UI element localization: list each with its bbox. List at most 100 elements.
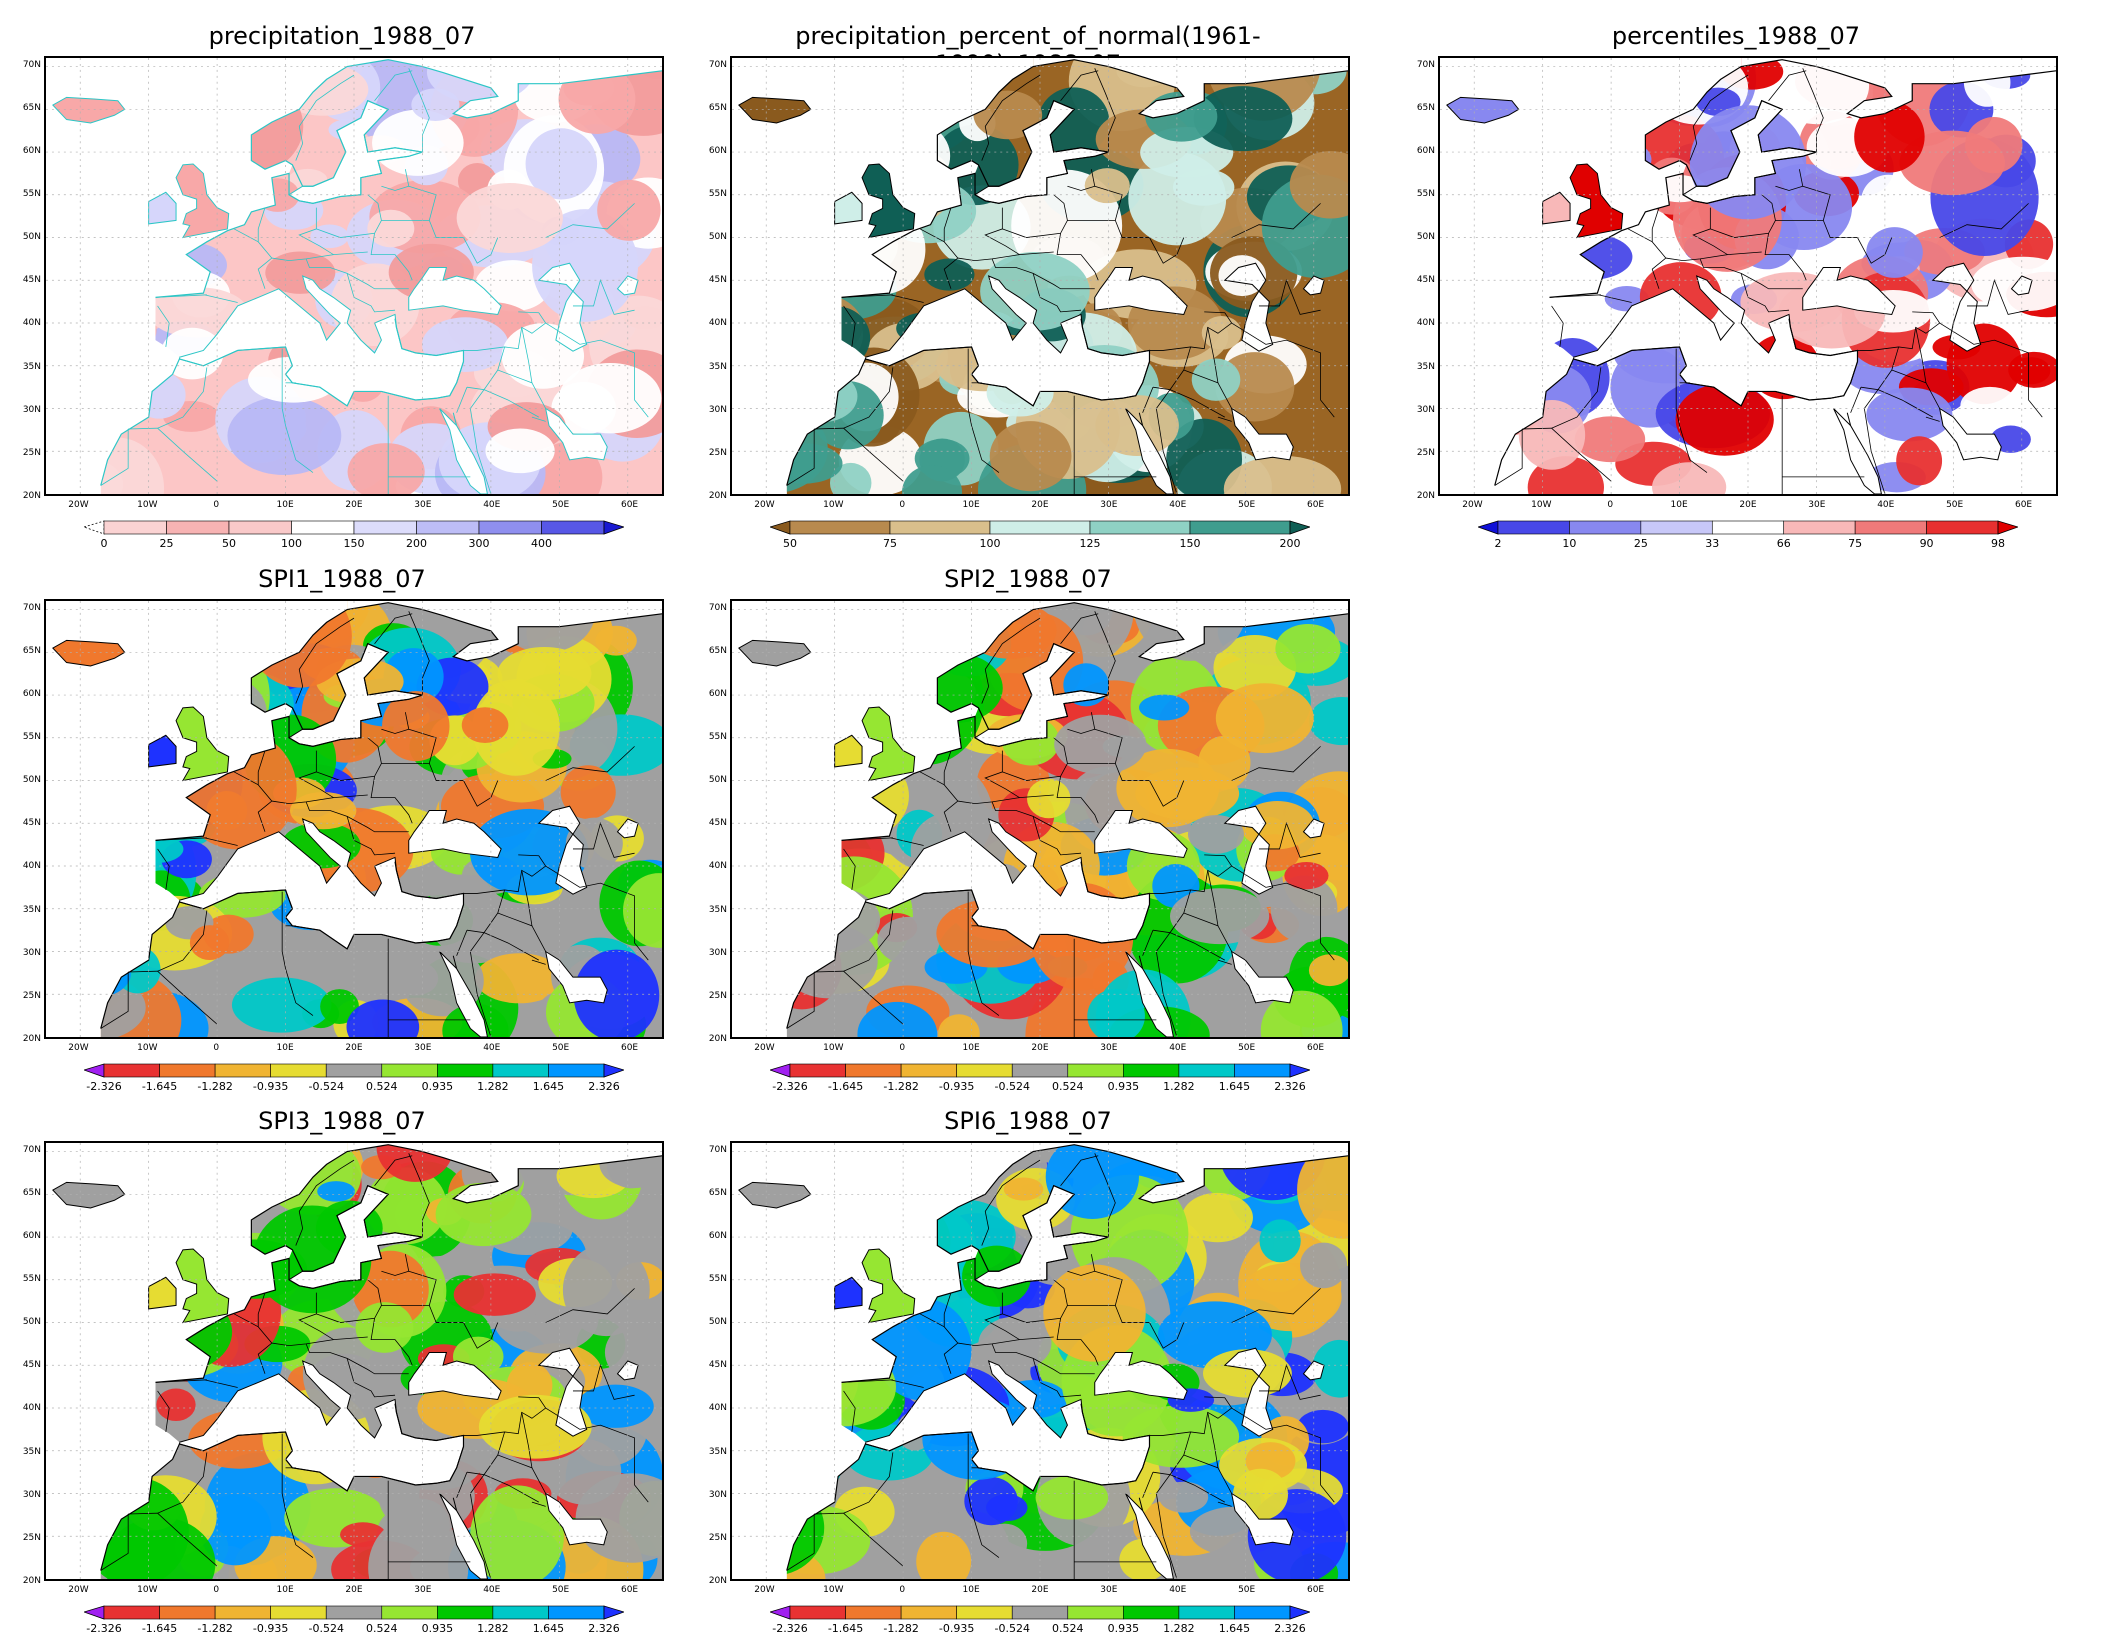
colorbar-tick-label: 0.935 <box>1107 1622 1140 1635</box>
latitude-axis: 70N 65N 60N 55N 50N 45N 40N 35N 30N 25N 20N <box>20 599 41 1044</box>
caspian-sea <box>1931 262 1982 352</box>
field-patch <box>456 183 563 253</box>
longitude-tick-label: 40E <box>1169 1585 1187 1595</box>
border-line <box>1002 737 1068 781</box>
border-line <box>843 848 856 891</box>
border-line <box>1155 1474 1178 1579</box>
border-line <box>1183 369 1233 409</box>
colorbar-swatch <box>1711 520 1785 535</box>
longitude-tick-label: 50E <box>1238 500 1256 510</box>
persian-gulf <box>1230 950 1294 1004</box>
colorbar-tick-label: -1.282 <box>197 1080 233 1093</box>
atlantic-ocean <box>732 601 1034 1037</box>
colorbar-swatch <box>548 1605 605 1620</box>
colorbar-tick-label: -2.326 <box>772 1080 808 1093</box>
field-patch <box>346 999 420 1037</box>
colorbar-swatch <box>437 1063 494 1078</box>
field-patch <box>1854 101 1925 173</box>
islands <box>738 96 916 239</box>
border-line <box>1067 712 1096 734</box>
graticule <box>46 601 662 1037</box>
longitude-tick-label: 30E <box>414 1585 432 1595</box>
border-line <box>157 1390 170 1433</box>
field-patch <box>1027 778 1071 819</box>
longitude-tick-label: 30E <box>1100 1043 1118 1053</box>
colorbar-swatch <box>1178 1605 1235 1620</box>
border-line <box>843 910 894 972</box>
border-line <box>333 251 368 255</box>
colorbar-swatch <box>437 1605 494 1620</box>
border-line <box>204 294 238 303</box>
colorbar-tick-label: -2.326 <box>86 1622 122 1635</box>
field-patch <box>1087 989 1145 1037</box>
ireland <box>834 1276 863 1310</box>
panel-percentiles: percentiles_1988_07 70N 65N 60N 55N 50N 45N 40N… <box>1414 22 2094 550</box>
colorbar-swatch <box>789 1063 846 1078</box>
great-britain <box>1569 163 1624 239</box>
border-line <box>271 207 335 262</box>
field-patch <box>302 1327 394 1421</box>
country-borders <box>786 68 1335 494</box>
latitude-axis: 70N 65N 60N 55N 50N 45N 40N 35N 30N 25N 20N <box>706 56 727 501</box>
colorbar-tick-label: 90 <box>1919 537 1934 550</box>
border-line <box>157 367 208 429</box>
islands <box>52 96 230 239</box>
black-sea <box>1094 266 1188 315</box>
field-patch <box>1297 1409 1348 1444</box>
field-patch <box>227 396 342 476</box>
map-canvas <box>46 58 662 494</box>
field-patch <box>1896 436 1943 486</box>
longitude-tick-label: 20W <box>68 1043 89 1053</box>
longitude-tick-label: 0 <box>213 1043 220 1053</box>
longitude-tick-label: 50E <box>552 500 570 510</box>
latitude-tick-label: 30N <box>1416 404 1435 415</box>
latitude-tick-label: 25N <box>708 1532 727 1543</box>
arctic-ocean <box>1033 58 1348 118</box>
colorbar-swatch <box>1011 1063 1069 1078</box>
border-line <box>943 750 952 785</box>
caspian-sea <box>537 262 588 352</box>
longitude-tick-label: 10E <box>276 1585 294 1595</box>
persian-gulf <box>544 407 608 461</box>
border-line <box>957 1292 1021 1347</box>
longitude-tick-label: 0 <box>1607 500 1614 510</box>
caspian-sea <box>537 805 588 895</box>
great-britain <box>175 163 230 239</box>
black-sea <box>1094 1351 1188 1400</box>
colorbar-swatch <box>1569 520 1642 535</box>
colorbar-swatch <box>1089 520 1191 535</box>
great-britain <box>861 163 916 239</box>
border-line <box>545 322 649 418</box>
field-patch <box>485 428 555 474</box>
latitude-tick-label: 50N <box>22 1317 41 1328</box>
black-sea <box>1094 809 1188 858</box>
border-line <box>1231 865 1335 961</box>
field-patch <box>877 916 940 965</box>
colorbar-graphic <box>82 520 626 535</box>
longitude-axis: 20W 10W 0 10E 20E 30E 40E 50E 60E <box>44 1585 664 1597</box>
map-canvas <box>732 1143 1348 1579</box>
field-patch <box>916 1531 972 1579</box>
coastline-africa <box>786 861 1151 1029</box>
latitude-tick-label: 20N <box>22 1576 41 1586</box>
border-line <box>814 1512 844 1515</box>
latitude-axis: 70N 65N 60N 55N 50N 45N 40N 35N 30N 25N 20N <box>20 56 41 501</box>
colorbar-swatch <box>1234 1063 1291 1078</box>
colorbar-tick-label: 2.326 <box>588 1080 620 1093</box>
map-canvas <box>46 601 662 1037</box>
longitude-tick-label: 60E <box>1306 1585 1325 1595</box>
colorbar-swatch <box>492 1063 549 1078</box>
border-line <box>521 870 533 926</box>
latitude-tick-label: 65N <box>22 1187 41 1198</box>
border-line <box>890 294 924 303</box>
longitude-tick-label: 20W <box>754 1585 775 1595</box>
border-line <box>408 1270 437 1306</box>
longitude-tick-label: 20W <box>1462 500 1483 510</box>
field-patch <box>1181 1192 1253 1243</box>
border-line <box>1549 294 1601 298</box>
great-britain <box>175 1248 230 1324</box>
field-patch <box>595 625 637 656</box>
colorbar-tick-label: -0.935 <box>252 1622 289 1635</box>
colorbar-arrow-right <box>1289 1063 1312 1078</box>
field-patch <box>472 680 560 776</box>
